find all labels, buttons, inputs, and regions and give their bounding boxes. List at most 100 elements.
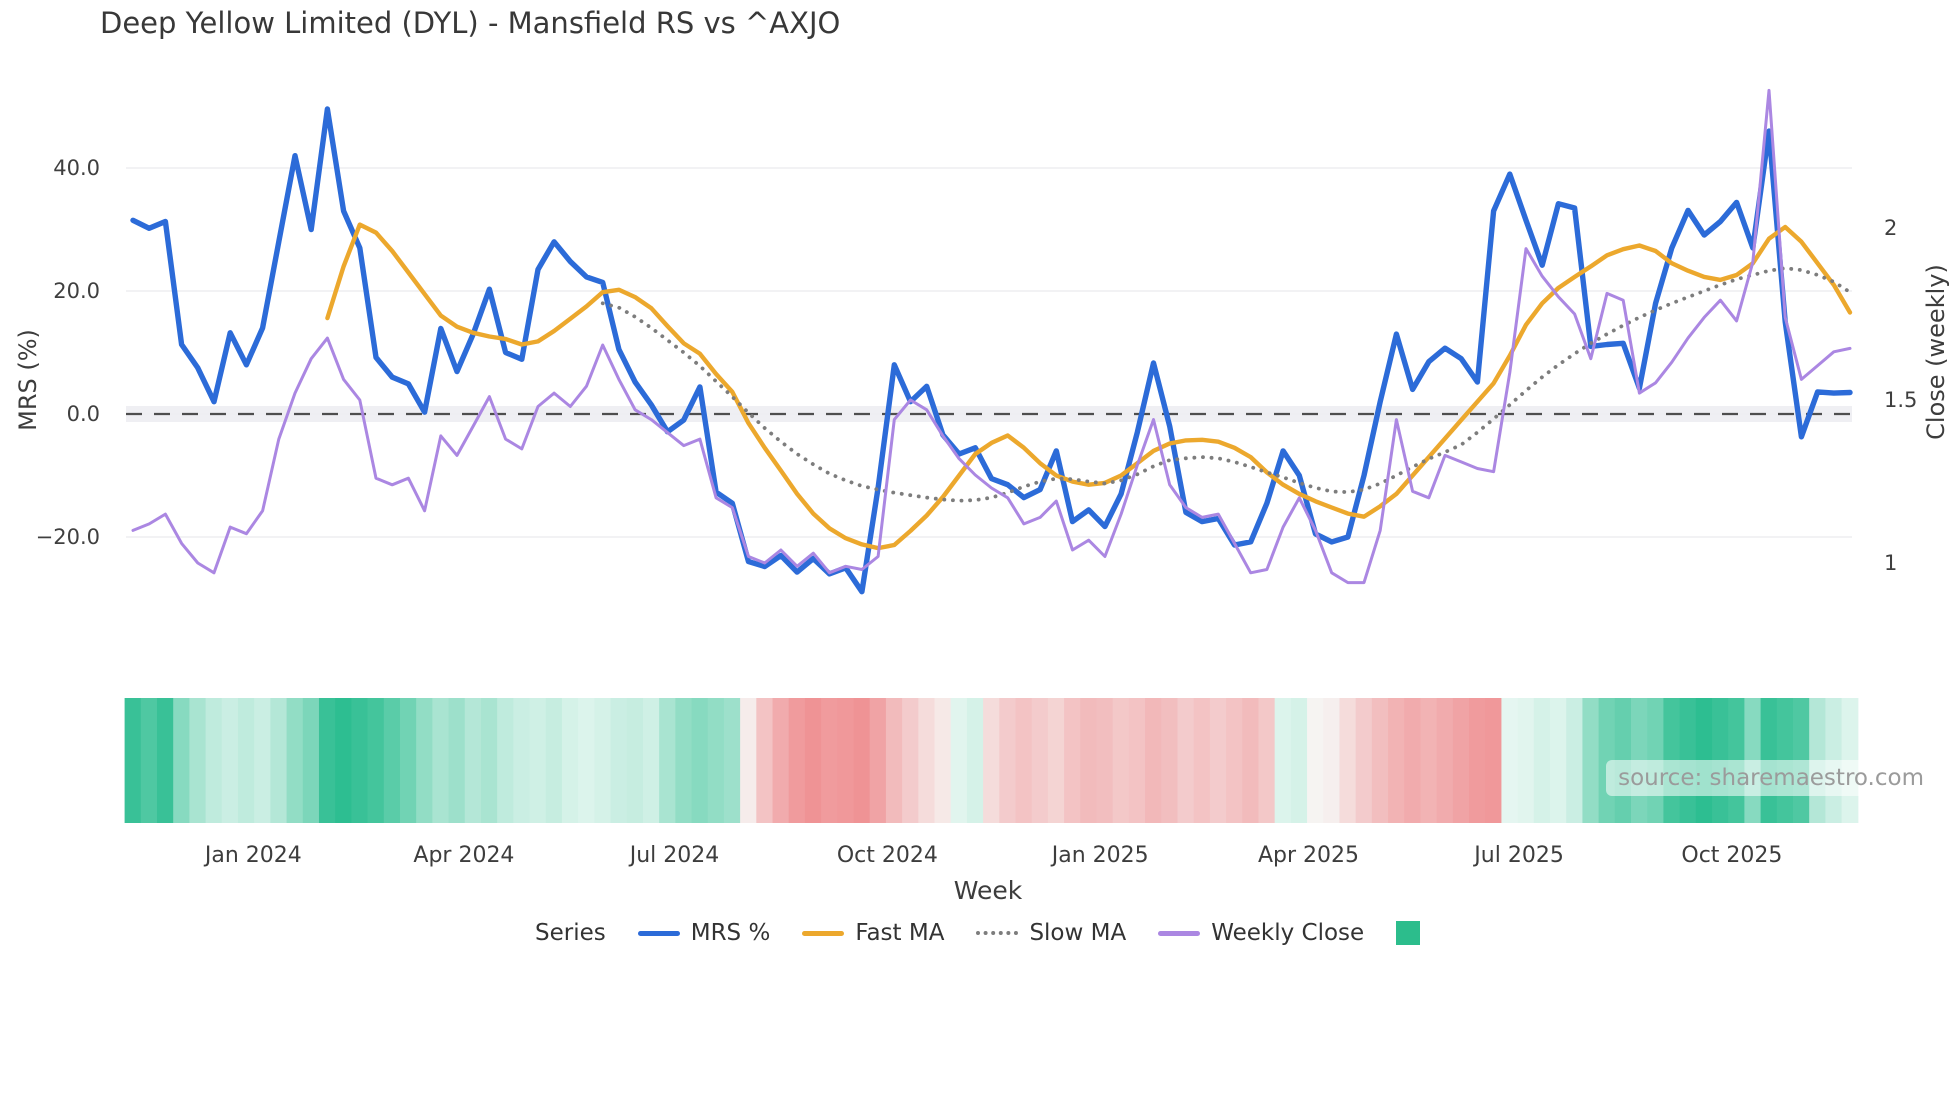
heatmap-cell xyxy=(464,698,482,823)
left-axis-tick-label: −20.0 xyxy=(36,525,100,549)
heatmap-cell xyxy=(1193,698,1211,823)
heatmap-cell xyxy=(1177,698,1195,823)
heatmap-cell xyxy=(885,698,903,823)
heatmap-cell xyxy=(1064,698,1081,823)
x-axis-title: Week xyxy=(953,876,1023,905)
legend-line-swatch xyxy=(637,930,680,936)
heatmap-cell xyxy=(626,698,644,823)
heatmap-cell xyxy=(189,698,207,823)
x-axis-tick-label: Jul 2025 xyxy=(1472,843,1564,868)
heatmap-cell xyxy=(1485,698,1503,823)
heatmap-cell xyxy=(448,698,466,823)
heatmap-cell xyxy=(723,698,741,823)
heatmap-cell xyxy=(1517,698,1535,823)
heatmap-cell xyxy=(1145,698,1162,823)
heatmap-cell xyxy=(529,698,547,823)
heatmap-cell xyxy=(1355,698,1373,823)
heatmap-cell xyxy=(788,698,806,823)
left-axis-title: MRS (%) xyxy=(14,329,42,431)
heatmap-cell xyxy=(1501,698,1519,823)
legend-item-slow-ma: Slow MA xyxy=(976,920,1126,946)
right-axis-title: Close (weekly) xyxy=(1922,264,1950,440)
heatmap-cell xyxy=(1469,698,1486,823)
heatmap-cell xyxy=(1582,698,1600,823)
heatmap-cell xyxy=(950,698,968,823)
left-axis-tick-label: 20.0 xyxy=(53,279,100,303)
heatmap-cell xyxy=(1436,698,1454,823)
heatmap-cell xyxy=(853,698,871,823)
heatmap-cell xyxy=(286,698,304,823)
heatmap-cell xyxy=(351,698,369,823)
x-axis-tick-label: Jan 2025 xyxy=(1050,843,1149,868)
heatmap-cell xyxy=(837,698,855,823)
heatmap-cell xyxy=(399,698,417,823)
heatmap-cell xyxy=(610,698,628,823)
x-axis-tick-label: Jan 2024 xyxy=(203,843,302,868)
heatmap-cell xyxy=(1420,698,1438,823)
heatmap-cell xyxy=(497,698,514,823)
heatmap-cell xyxy=(983,698,1000,823)
heatmap-cell xyxy=(1371,698,1389,823)
heatmap-cell xyxy=(270,698,288,823)
right-axis-tick-label: 2 xyxy=(1884,216,1897,240)
legend-item-label: MRS % xyxy=(690,920,771,946)
heatmap-cell xyxy=(966,698,984,823)
heatmap-cell xyxy=(756,698,774,823)
heatmap-cell xyxy=(707,698,725,823)
series-weekly-close-line xyxy=(131,88,1852,585)
heatmap-cell xyxy=(1226,698,1243,823)
heatmap-cell xyxy=(561,698,579,823)
page-title: Deep Yellow Limited (DYL) - Mansfield RS… xyxy=(100,6,841,40)
legend-item-heatmap xyxy=(1396,921,1421,945)
x-axis-tick-label: Oct 2025 xyxy=(1681,843,1782,868)
heatmap-cell xyxy=(1242,698,1260,823)
legend-item-label: Slow MA xyxy=(1029,920,1127,946)
heatmap-cell xyxy=(1031,698,1049,823)
heatmap-cell xyxy=(675,698,693,823)
right-axis-tick-label: 1.5 xyxy=(1884,388,1917,412)
heatmap-cell xyxy=(918,698,936,823)
heatmap-cell xyxy=(302,698,320,823)
heatmap-cell xyxy=(1112,698,1130,823)
legend-item-label: Weekly Close xyxy=(1211,920,1365,946)
heatmap-cell xyxy=(578,698,595,823)
heatmap-cell xyxy=(1307,698,1324,823)
heatmap-cell xyxy=(140,698,158,823)
legend-square-swatch xyxy=(1396,921,1421,945)
heatmap-cell xyxy=(221,698,239,823)
left-axis-tick-label: 0.0 xyxy=(67,402,100,426)
source-watermark: source: sharemaestro.com xyxy=(1606,760,1936,796)
heatmap-cell xyxy=(1209,698,1227,823)
heatmap-cell xyxy=(1388,698,1405,823)
x-axis-tick-label: Apr 2024 xyxy=(413,843,514,868)
heatmap-cell xyxy=(513,698,531,823)
heatmap-cell xyxy=(124,698,142,823)
heatmap-cell xyxy=(1080,698,1098,823)
legend-item-weekly-close: Weekly Close xyxy=(1158,920,1364,946)
heatmap-cell xyxy=(1452,698,1470,823)
legend-item-mrs-: MRS % xyxy=(637,920,771,946)
legend-item-fast-ma: Fast MA xyxy=(802,920,944,946)
heatmap-cell xyxy=(804,698,822,823)
heatmap-cell xyxy=(1323,698,1341,823)
heatmap-cell xyxy=(1258,698,1276,823)
heatmap-cell xyxy=(1161,698,1179,823)
legend-line-swatch xyxy=(1158,930,1201,936)
right-axis-tick-label: 1 xyxy=(1884,551,1897,575)
series-fast-ma-line xyxy=(325,222,1853,551)
legend: Series MRS % Fast MA Slow MA Weekly Close xyxy=(535,920,1421,946)
heatmap-cell xyxy=(480,698,498,823)
heatmap-cell xyxy=(1566,698,1584,823)
heatmap-cell xyxy=(1339,698,1357,823)
heatmap-cell xyxy=(821,698,838,823)
heatmap-cell xyxy=(642,698,660,823)
left-axis-tick-label: 40.0 xyxy=(53,156,100,180)
heatmap-cell xyxy=(545,698,563,823)
heatmap-cell xyxy=(1015,698,1033,823)
heatmap-cell xyxy=(934,698,952,823)
heatmap-cell xyxy=(740,698,757,823)
x-axis-tick-label: Apr 2025 xyxy=(1258,843,1359,868)
heatmap-cell xyxy=(432,698,450,823)
heatmap-cell xyxy=(335,698,352,823)
